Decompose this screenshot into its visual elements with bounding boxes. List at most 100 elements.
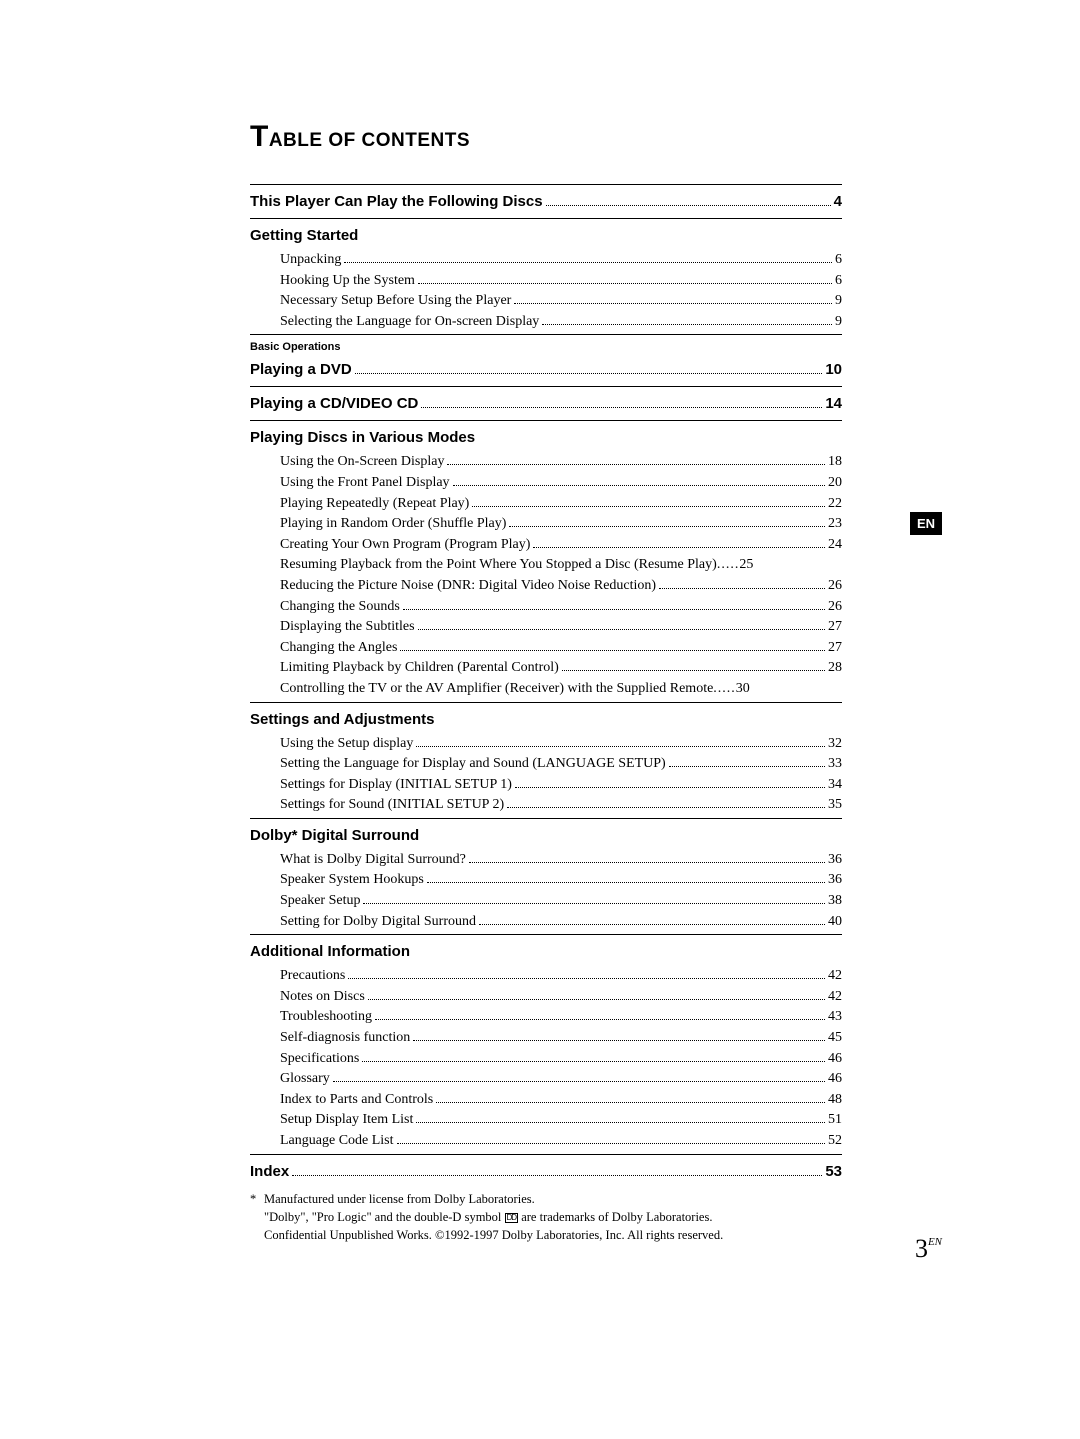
toc-label: Displaying the Subtitles [280,617,415,637]
toc-entry: Unpacking 6 [250,250,842,270]
toc-page: 43 [828,1007,842,1027]
toc-label: Setup Display Item List [280,1110,413,1130]
toc-label: Resuming Playback from the Point Where Y… [280,555,717,575]
leader-dots [348,978,825,979]
toc-entry: Glossary46 [250,1069,842,1089]
toc-label: Changing the Angles [280,638,397,658]
toc-page: 46 [828,1049,842,1069]
toc-entry: Displaying the Subtitles 27 [250,617,842,637]
divider [250,702,842,703]
toc-label: Precautions [280,966,345,986]
toc-label: Necessary Setup Before Using the Player [280,291,511,311]
toc-entry: Using the On-Screen Display 18 [250,452,842,472]
toc-page: 48 [828,1090,842,1110]
toc-entry-top: This Player Can Play the Following Discs… [250,191,842,212]
leader-dots [362,1061,825,1062]
toc-label: Notes on Discs [280,987,365,1007]
toc-page: 26 [828,576,842,596]
toc-label: Settings for Sound (INITIAL SETUP 2) [280,795,504,815]
toc-entry: Changing the Angles 27 [250,638,842,658]
toc-label: Setting for Dolby Digital Surround [280,912,476,932]
divider [250,420,842,421]
leader-dots [403,609,825,610]
toc-page: 24 [828,535,842,555]
leader-dots [514,303,832,304]
toc-label: Playing in Random Order (Shuffle Play) [280,514,506,534]
footnote: *Manufactured under license from Dolby L… [250,1190,842,1244]
toc-page: 27 [828,638,842,658]
toc-page: 32 [828,734,842,754]
toc-page: 18 [828,452,842,472]
toc-entry: Notes on Discs42 [250,987,842,1007]
toc-label: Setting the Language for Display and Sou… [280,754,666,774]
leader-dots [368,999,825,1000]
toc-page: 51 [828,1110,842,1130]
leader-dots [397,1143,825,1144]
divider [250,334,842,335]
toc-entry: Changing the Sounds 26 [250,597,842,617]
toc-page: 38 [828,891,842,911]
toc-page: 14 [825,393,842,414]
heading-dolby: Dolby* Digital Surround [250,827,842,844]
divider [250,218,842,219]
toc-label: What is Dolby Digital Surround? [280,850,466,870]
document-title: TABLE OF CONTENTS [250,120,842,154]
toc-page: 9 [835,312,842,332]
toc-entry: Language Code List 52 [250,1131,842,1151]
toc-entry: Troubleshooting 43 [250,1007,842,1027]
toc-entry: Playing in Random Order (Shuffle Play)23 [250,514,842,534]
toc-label: Playing a CD/VIDEO CD [250,393,418,414]
toc-label: Reducing the Picture Noise (DNR: Digital… [280,576,656,596]
leader-dots [542,324,832,325]
footnote-asterisk: * [250,1190,264,1208]
toc-entry: Limiting Playback by Children (Parental … [250,658,842,678]
leader-dots [421,407,822,408]
toc-entry: Specifications46 [250,1049,842,1069]
toc-page: 26 [828,597,842,617]
leader-dots [344,262,832,263]
toc-entry: Selecting the Language for On-screen Dis… [250,312,842,332]
leader-dots [292,1175,822,1176]
footnote-line2b: are trademarks of Dolby Laboratories. [518,1210,712,1224]
toc-page: 53 [825,1161,842,1182]
footnote-line3: Confidential Unpublished Works. ©1992-19… [250,1226,842,1244]
leader-dots [509,526,825,527]
leader-dots [562,670,825,671]
toc-entry: Using the Setup display 32 [250,734,842,754]
toc-page: 6 [835,250,842,270]
heading-various-modes: Playing Discs in Various Modes [250,429,842,446]
toc-label: Changing the Sounds [280,597,400,617]
toc-label: Using the Setup display [280,734,413,754]
toc-label: Limiting Playback by Children (Parental … [280,658,559,678]
toc-label: Self-diagnosis function [280,1028,410,1048]
heading-additional: Additional Information [250,943,842,960]
leader-dots [479,924,825,925]
leader-dots [472,506,825,507]
toc-page: 33 [828,754,842,774]
toc-label: This Player Can Play the Following Discs [250,191,543,212]
toc-entry: Necessary Setup Before Using the Player9 [250,291,842,311]
divider [250,934,842,935]
leader-dots [533,547,825,548]
toc-entry: Reducing the Picture Noise (DNR: Digital… [250,576,842,596]
toc-entry-playing-cd: Playing a CD/VIDEO CD 14 [250,393,842,414]
toc-entry: Setting the Language for Display and Sou… [250,754,842,774]
toc-label: Unpacking [280,250,341,270]
toc-entry: Settings for Display (INITIAL SETUP 1)34 [250,775,842,795]
toc-page: 4 [834,191,842,212]
toc-page: 27 [828,617,842,637]
toc-page: 28 [828,658,842,678]
page-number-suffix: EN [928,1236,942,1248]
toc-label: Troubleshooting [280,1007,372,1027]
leader-dots [469,862,825,863]
leader-dots [546,205,831,206]
leader-dots [400,650,825,651]
toc-page: 52 [828,1131,842,1151]
leader-dots [413,1040,825,1041]
leader-dots [416,1122,825,1123]
toc-page: 36 [828,850,842,870]
toc-label: Speaker System Hookups [280,870,424,890]
toc-label: Using the On-Screen Display [280,452,444,472]
toc-label: Language Code List [280,1131,394,1151]
toc-page: 25 [739,555,753,575]
